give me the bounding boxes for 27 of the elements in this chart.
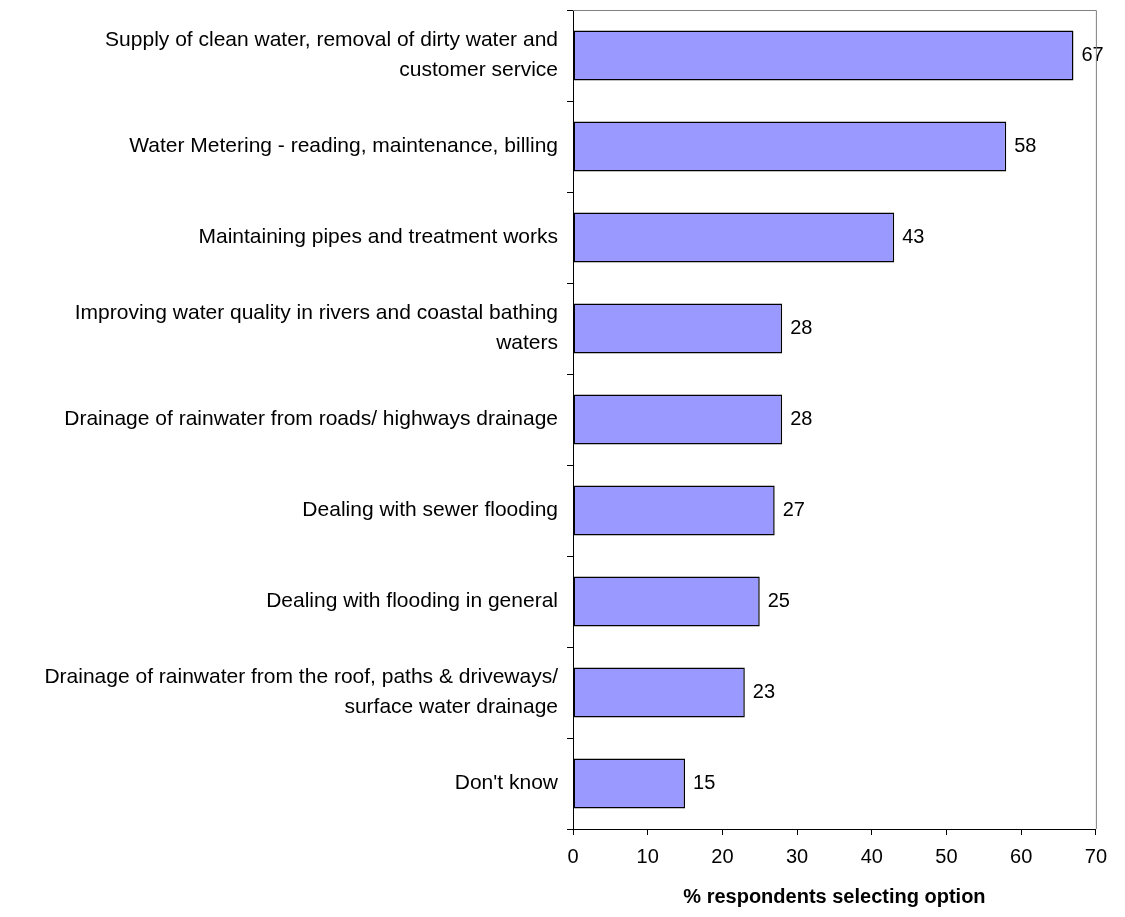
y-tick-label: Water Metering - reading, maintenance, billing bbox=[129, 133, 558, 157]
y-tick-label: Dealing with sewer flooding bbox=[302, 497, 558, 521]
x-tick-label: 60 bbox=[1010, 844, 1033, 867]
y-tick-label: Don't know bbox=[454, 770, 559, 794]
data-label: 67 bbox=[1081, 43, 1104, 66]
data-label: 27 bbox=[782, 498, 805, 521]
data-label: 28 bbox=[790, 316, 813, 339]
y-tick-label: Maintaining pipes and treatment works bbox=[198, 224, 558, 248]
x-tick-label: 30 bbox=[785, 844, 809, 867]
y-tick-label: Supply of clean water, removal of dirty water and customer service bbox=[105, 27, 558, 81]
x-tick-label: 10 bbox=[636, 844, 659, 867]
y-tick-label: Improving water quality in rivers and coastal bathing waters bbox=[74, 300, 558, 354]
data-label: 25 bbox=[767, 589, 790, 612]
data-label: 28 bbox=[790, 407, 813, 430]
x-tick-label: 20 bbox=[711, 844, 734, 867]
data-label: 23 bbox=[752, 680, 776, 703]
data-label: 43 bbox=[902, 225, 925, 248]
x-axis-title: % respondents selecting option bbox=[683, 884, 986, 907]
x-tick-label: 0 bbox=[567, 844, 579, 867]
x-tick-label: 50 bbox=[935, 844, 958, 867]
x-tick-label: 40 bbox=[860, 844, 883, 867]
y-tick-label: Dealing with flooding in general bbox=[266, 588, 558, 612]
x-tick-label: 70 bbox=[1084, 844, 1107, 867]
data-label: 15 bbox=[693, 771, 716, 794]
y-tick-label: Drainage of rainwater from roads/ highways drainage bbox=[64, 406, 558, 430]
data-label: 58 bbox=[1014, 134, 1037, 157]
y-tick-label: Drainage of rainwater from the roof, paths & driveways/ surface water drainage bbox=[44, 664, 559, 718]
